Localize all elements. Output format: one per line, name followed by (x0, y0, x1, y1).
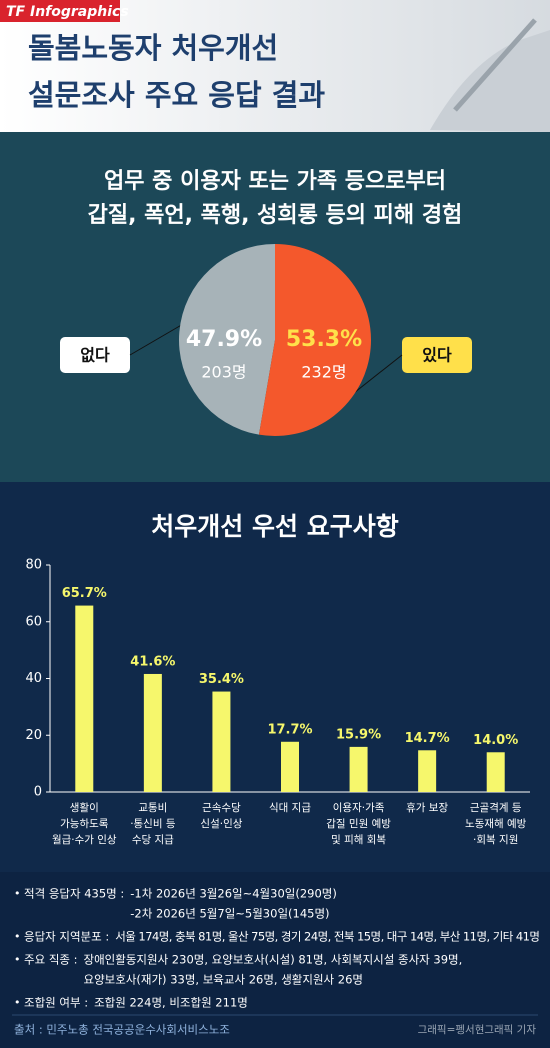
x-tick-label: 노동재해 예방 (465, 817, 527, 830)
label-box (60, 337, 130, 373)
note-line: 장애인활동지원사 230명, 요양보호사(시설) 81명, 사회복지시설 종사자… (84, 953, 463, 967)
x-tick-label: 신설·인상 (200, 818, 242, 830)
x-tick-label: 및 피해 회복 (331, 833, 386, 846)
title-line: 돌봄노동자 처우개선 (28, 31, 278, 65)
x-tick-label: 근골격계 등 (470, 801, 522, 814)
value-label: 53.3% (286, 327, 362, 352)
value-label: 41.6% (130, 654, 175, 669)
brand: TF Infographics (6, 4, 129, 20)
note-line: 서울 174명, 충북 81명, 울산 75명, 경기 24명, 전북 15명,… (115, 930, 540, 944)
note-label: 응답자 지역분포 : (24, 930, 109, 944)
x-tick-label: 식대 지급 (269, 802, 311, 814)
y-tick-label: 80 (25, 558, 42, 573)
bar (418, 750, 437, 792)
x-tick-label: 휴가 보장 (406, 802, 448, 814)
bar-title: 처우개선 우선 요구사항 (151, 512, 398, 541)
pie-slice (179, 244, 275, 435)
bar (349, 746, 368, 792)
count-label: 232명 (301, 363, 346, 382)
credit: 그래픽=펭서현그래픽 기자 (418, 1024, 537, 1036)
pie-slice (258, 244, 372, 436)
note-line: -1차 2026년 3월26일~4월30일(290명) (130, 887, 337, 901)
bar (281, 741, 299, 792)
pie-category: 있다 (422, 346, 452, 365)
header-pen (453, 18, 537, 112)
y-tick-label: 40 (25, 671, 42, 686)
bar (143, 673, 162, 792)
x-tick-label: ·통신비 등 (130, 818, 176, 830)
x-tick-label: 생활이 (70, 801, 99, 814)
note-label: 주요 직종 : (24, 953, 78, 967)
source: 출처 : 민주노총 전국공공운수사회서비스노조 (14, 1023, 230, 1037)
x-tick-label: 근속수당 (202, 802, 241, 814)
title-line: 설문조사 주요 응답 결과 (28, 78, 325, 112)
note-bullet: • (14, 953, 21, 966)
value-label: 17.7% (267, 722, 312, 737)
pie-title: 갑질, 폭언, 폭행, 성희롱 등의 피해 경험 (88, 202, 463, 228)
y-tick-label: 60 (25, 614, 42, 629)
x-tick-label: 이용자·가족 (333, 802, 385, 814)
note-line: 요양보호사(재가) 33명, 보육교사 26명, 생활지원사 26명 (84, 973, 363, 987)
note-label: 조합원 여부 : (24, 996, 88, 1010)
note-line: -2차 2026년 5월7일~5월30일(145명) (130, 907, 329, 921)
pie-category: 없다 (80, 346, 110, 365)
value-label: 35.4% (199, 672, 244, 687)
leader-line (129, 319, 191, 356)
pie-title: 업무 중 이용자 또는 가족 등으로부터 (104, 169, 446, 194)
x-tick-label: 교통비 (138, 802, 167, 814)
x-tick-label: ·회복 지원 (473, 834, 518, 846)
x-tick-label: 월급·수가 인상 (52, 834, 117, 846)
value-label: 14.7% (405, 731, 450, 746)
x-tick-label: 가능하도록 (60, 817, 109, 830)
value-label: 14.0% (473, 733, 518, 748)
note-bullet: • (14, 930, 21, 943)
note-bullet: • (14, 996, 21, 1009)
bar (75, 605, 94, 792)
note-label: 적격 응답자 435명 : (24, 887, 124, 901)
brand-box (0, 0, 120, 22)
bar (212, 691, 231, 792)
value-label: 47.9% (186, 327, 262, 352)
x-tick-label: 갑질 민원 예방 (326, 817, 391, 830)
x-tick-label: 수당 지급 (132, 834, 174, 846)
value-label: 65.7% (62, 586, 107, 601)
notes-bg (0, 872, 550, 1048)
note-line: 조합원 224명, 비조합원 211명 (94, 996, 248, 1010)
value-label: 15.9% (336, 727, 381, 742)
label-box (402, 337, 472, 373)
bar (486, 752, 505, 792)
y-tick-label: 0 (34, 785, 42, 800)
note-bullet: • (14, 887, 21, 900)
count-label: 203명 (201, 363, 246, 382)
y-tick-label: 20 (25, 728, 42, 743)
